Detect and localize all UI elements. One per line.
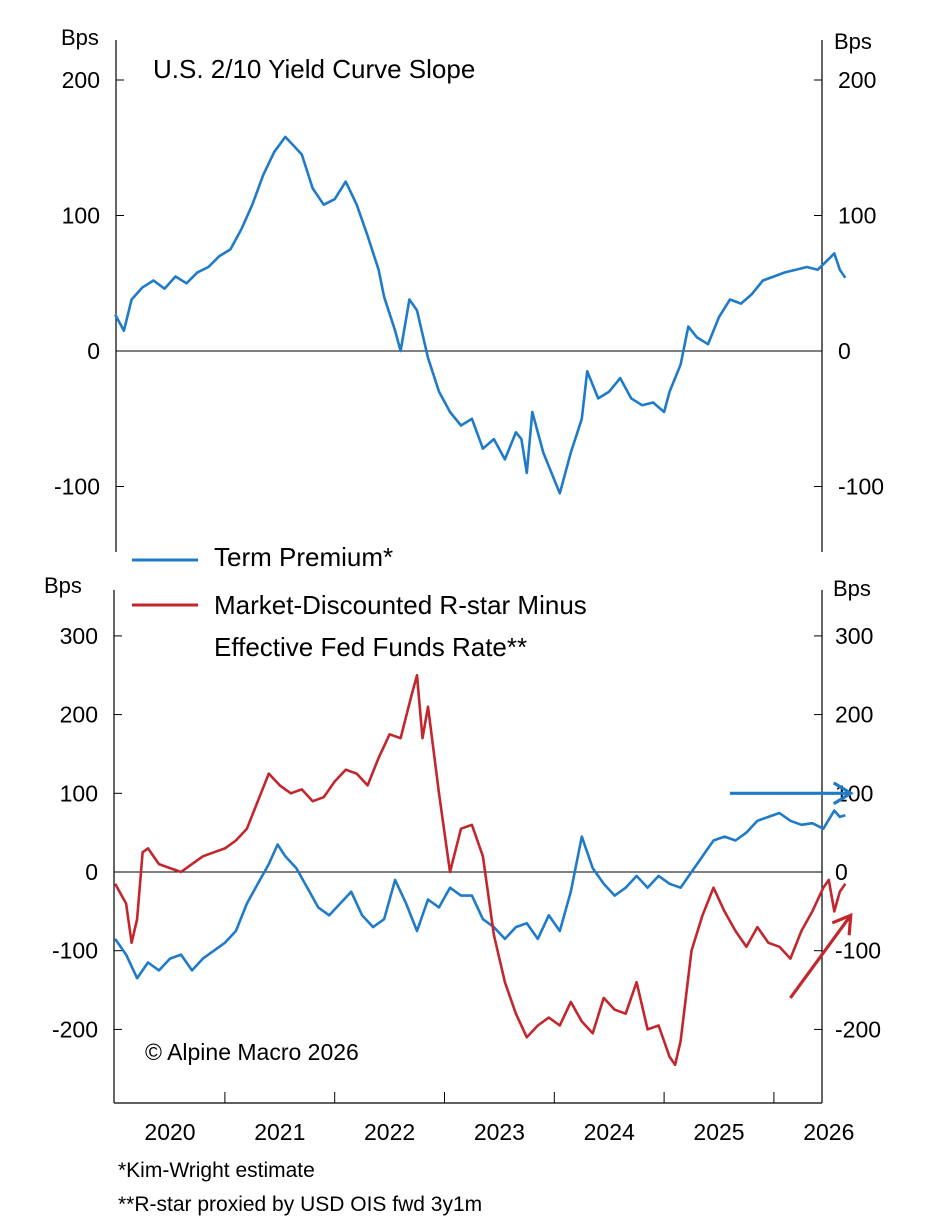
x-tick-label: 2026 [803,1119,854,1145]
legend-label-term-premium: Term Premium* [214,542,393,572]
top-right-unit: Bps [834,29,872,54]
x-tick-label: 2022 [364,1119,415,1145]
bottom-right-tick-label: 300 [835,623,873,649]
copyright-text: © Alpine Macro 2026 [145,1039,359,1065]
trend-arrow-head [831,912,853,936]
bottom-left-tick-label: 100 [60,780,98,806]
top-left-tick-label: 100 [62,203,100,229]
legend: Term Premium* Market-Discounted R-star M… [132,542,594,662]
trend-arrow-shaft [789,914,853,999]
bottom-right-tick-label: -100 [835,938,881,964]
top-left-tick-label: -100 [54,474,100,500]
x-tick-label: 2023 [474,1119,525,1145]
top-right-tick-label: 0 [838,338,851,364]
top-chart-title: U.S. 2/10 Yield Curve Slope [153,54,475,84]
bottom-left-tick-label: 200 [60,702,98,728]
bottom-left-tick-label: 300 [60,623,98,649]
top-panel: Bps Bps U.S. 2/10 Yield Curve Slope 200 2… [54,25,884,552]
bottom-right-tick-label: 0 [835,859,848,885]
footnote-kim-wright: *Kim-Wright estimate [118,1159,315,1182]
bottom-right-tick-label: -200 [835,1016,881,1042]
bottom-left-tick-label: -100 [52,938,98,964]
top-left-tick-label: 0 [87,338,100,364]
bottom-right-tick-label: 200 [835,702,873,728]
bottom-left-tick-label: -200 [52,1016,98,1042]
legend-label-rstar: Market-Discounted R-star Minus Effective… [214,590,594,662]
top-left-tick-label: 200 [62,67,100,93]
bottom-left-unit: Bps [44,573,82,598]
bottom-series-line-0 [114,809,846,980]
top-left-unit: Bps [61,25,99,50]
top-series-line-0 [113,135,847,495]
bottom-left-tick-label: 0 [85,859,98,885]
trend-arrow-head [832,781,854,806]
x-tick-label: 2024 [584,1119,635,1145]
bottom-right-unit: Bps [833,576,871,601]
x-tick-label: 2025 [693,1119,744,1145]
footnote-rstar-proxy: **R-star proxied by USD OIS fwd 3y1m [118,1193,482,1216]
top-right-tick-label: -100 [838,474,884,500]
x-tick-label: 2020 [144,1119,195,1145]
bottom-series-line-1 [113,674,847,1067]
top-right-tick-label: 200 [838,67,876,93]
top-right-tick-label: 100 [838,203,876,229]
x-tick-label: 2021 [254,1119,305,1145]
